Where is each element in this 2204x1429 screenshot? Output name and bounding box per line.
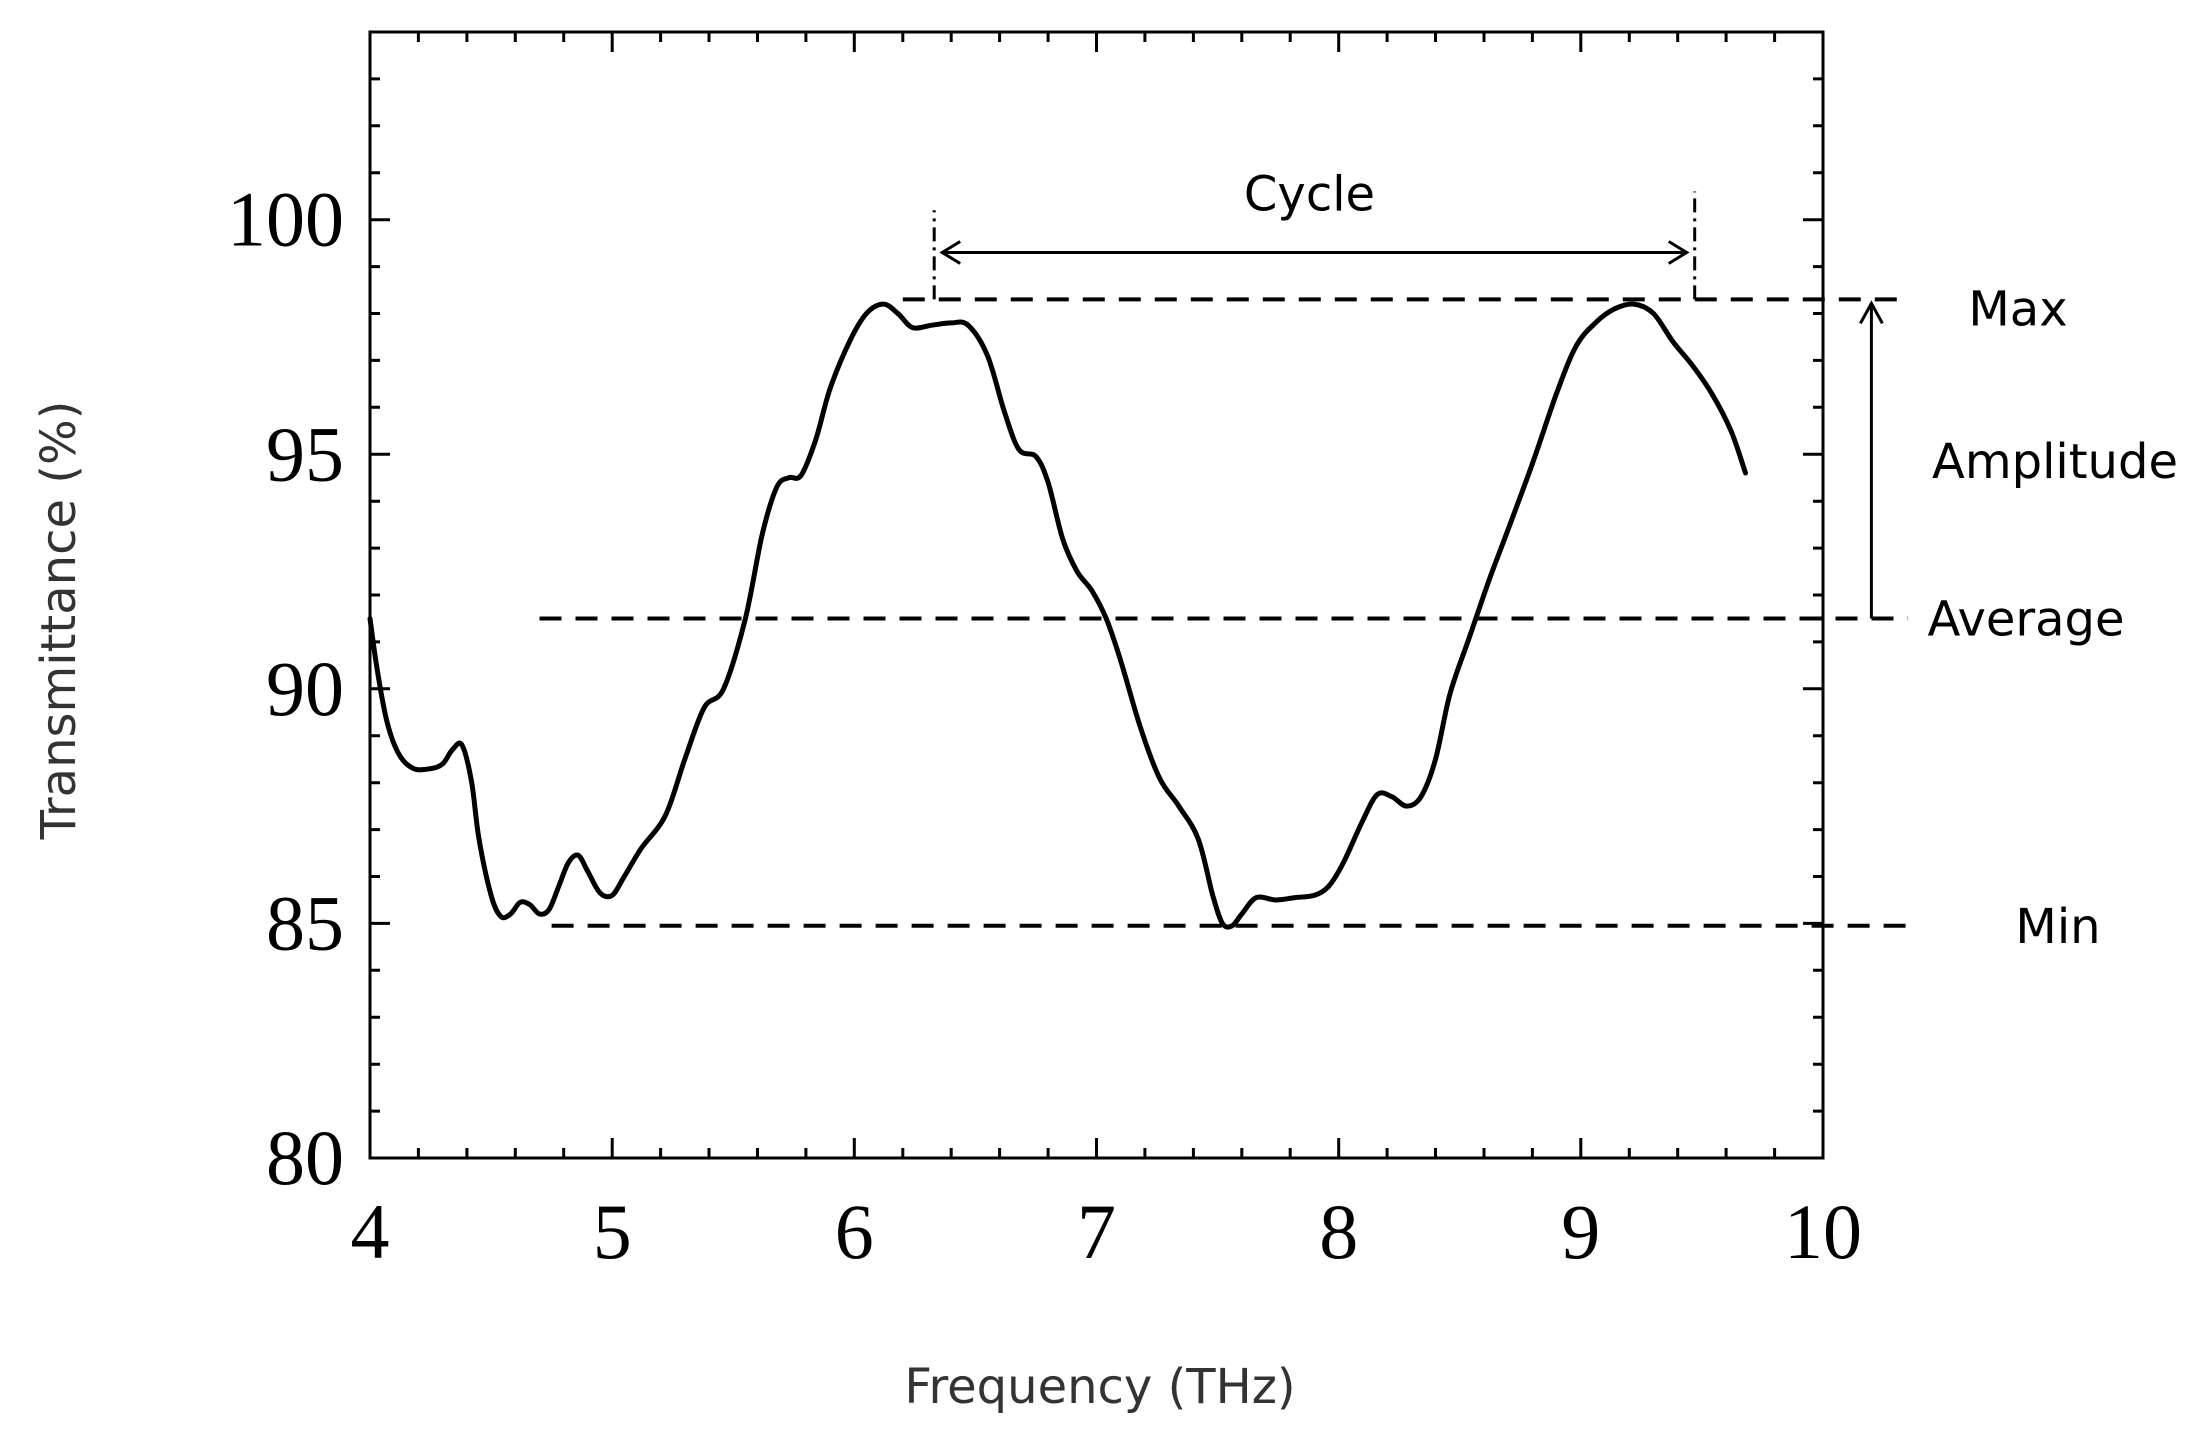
- x-tick-label: 7: [1077, 1188, 1116, 1275]
- amplitude-arrow-head: [1859, 300, 1884, 325]
- x-tick-label: 4: [351, 1188, 390, 1275]
- cycle-amplitude-markers: [932, 191, 1884, 619]
- y-tick-label: 90: [266, 645, 344, 732]
- x-axis-title: Frequency (THz): [904, 1359, 1295, 1415]
- y-tick-label: 95: [266, 410, 344, 497]
- y-tick-label: 80: [266, 1114, 344, 1201]
- y-tick-label: 85: [266, 879, 344, 966]
- cycle-label: Cycle: [1244, 167, 1375, 223]
- y-axis-title: Transmittance (%): [31, 401, 87, 841]
- amplitude-label: Amplitude: [1932, 434, 2178, 490]
- transmittance-series-line: [367, 301, 1748, 930]
- y-tick-label: 100: [227, 176, 344, 263]
- tick-marks: [368, 30, 1825, 1160]
- cycle-arrow-right-head: [1667, 240, 1690, 265]
- axis-tick-labels: 4 5 6 7 8 9 10 80 85 90 95 100: [227, 176, 1862, 1275]
- x-tick-label: 8: [1319, 1188, 1358, 1275]
- reference-lines: [539, 297, 1908, 928]
- min-label: Min: [2015, 899, 2100, 955]
- annotations: Cycle Max Amplitude Average Min: [1244, 167, 2178, 955]
- axis-ticks: [368, 30, 1825, 1160]
- x-tick-label: 5: [593, 1188, 632, 1275]
- x-tick-label: 10: [1784, 1188, 1862, 1275]
- average-label: Average: [1927, 592, 2124, 648]
- x-tick-label: 9: [1561, 1188, 1600, 1275]
- series-layer: [367, 301, 1748, 930]
- x-tick-label: 6: [835, 1188, 874, 1275]
- cycle-arrow-left-head: [939, 240, 961, 265]
- max-label: Max: [1968, 281, 2067, 337]
